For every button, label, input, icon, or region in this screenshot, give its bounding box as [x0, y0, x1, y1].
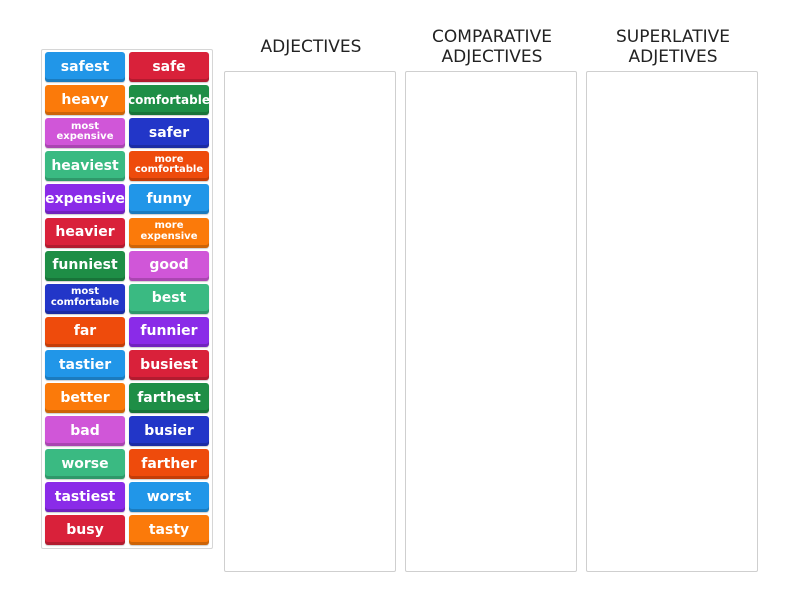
word-tile[interactable]: busier	[129, 416, 209, 447]
word-tile[interactable]: most comfortable	[45, 283, 125, 314]
word-tile[interactable]: worse	[45, 449, 125, 480]
word-tile[interactable]: good	[129, 250, 209, 281]
column-title-adjectives: ADJECTIVES	[224, 37, 398, 57]
dropzone-adjectives[interactable]	[224, 71, 396, 572]
word-tile[interactable]: more comfortable	[129, 151, 209, 182]
word-tile[interactable]: heavy	[45, 85, 125, 116]
word-tile[interactable]: safest	[45, 52, 125, 82]
dropzone-superlative[interactable]	[586, 71, 758, 572]
word-tile[interactable]: farther	[129, 449, 209, 480]
column-title-line: COMPARATIVE	[432, 27, 552, 47]
word-tile[interactable]: heaviest	[45, 151, 125, 182]
column-title-line: ADJETIVES	[628, 47, 718, 67]
column-title-line: ADJECTIVES	[441, 47, 543, 67]
word-tile[interactable]: safe	[129, 52, 209, 82]
word-tile[interactable]: funniest	[45, 250, 125, 281]
word-tile[interactable]: expensive	[45, 184, 125, 215]
word-tile[interactable]: funnier	[129, 316, 209, 347]
word-tile[interactable]: far	[45, 316, 125, 347]
dropzone-comparative[interactable]	[405, 71, 577, 572]
column-title-line: SUPERLATIVE	[616, 27, 730, 47]
column-title-comparative: COMPARATIVE ADJECTIVES	[405, 27, 579, 67]
word-tile[interactable]: worst	[129, 482, 209, 513]
word-tile[interactable]: bad	[45, 416, 125, 447]
word-tile[interactable]: busiest	[129, 349, 209, 380]
word-tile[interactable]: better	[45, 383, 125, 413]
word-tile[interactable]: funny	[129, 184, 209, 215]
column-title-line: ADJECTIVES	[260, 37, 362, 57]
word-tile[interactable]: tastiest	[45, 482, 125, 513]
word-tile[interactable]: farthest	[129, 383, 209, 413]
word-tile[interactable]: heavier	[45, 217, 125, 248]
word-tile[interactable]: best	[129, 283, 209, 314]
column-title-superlative: SUPERLATIVE ADJETIVES	[586, 27, 760, 67]
word-tile[interactable]: tasty	[129, 515, 209, 546]
word-tile[interactable]: comfortable	[128, 85, 210, 116]
word-tile[interactable]: most expensive	[45, 118, 125, 149]
word-tile[interactable]: safer	[129, 118, 209, 149]
word-tile[interactable]: busy	[45, 515, 125, 546]
word-tile[interactable]: tastier	[45, 349, 125, 380]
word-tile[interactable]: more expensive	[129, 217, 209, 248]
